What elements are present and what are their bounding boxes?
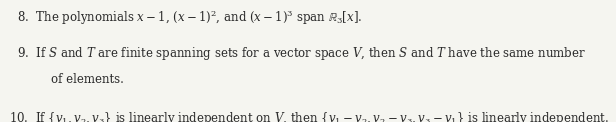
- Text: 10.  If $\{v_1, v_2, v_3\}$ is linearly independent on $V$, then $\{v_1-v_2, v_2: 10. If $\{v_1, v_2, v_3\}$ is linearly i…: [9, 110, 609, 122]
- Text: 9.  If $S$ and $T$ are finite spanning sets for a vector space $V$, then $S$ and: 9. If $S$ and $T$ are finite spanning se…: [17, 45, 586, 62]
- Text: of elements.: of elements.: [51, 73, 123, 86]
- Text: 8.  The polynomials $x-1$, $(x-1)^2$, and $(x-1)^3$ span $\mathbb{R}_3[x]$.: 8. The polynomials $x-1$, $(x-1)^2$, and…: [17, 9, 362, 27]
